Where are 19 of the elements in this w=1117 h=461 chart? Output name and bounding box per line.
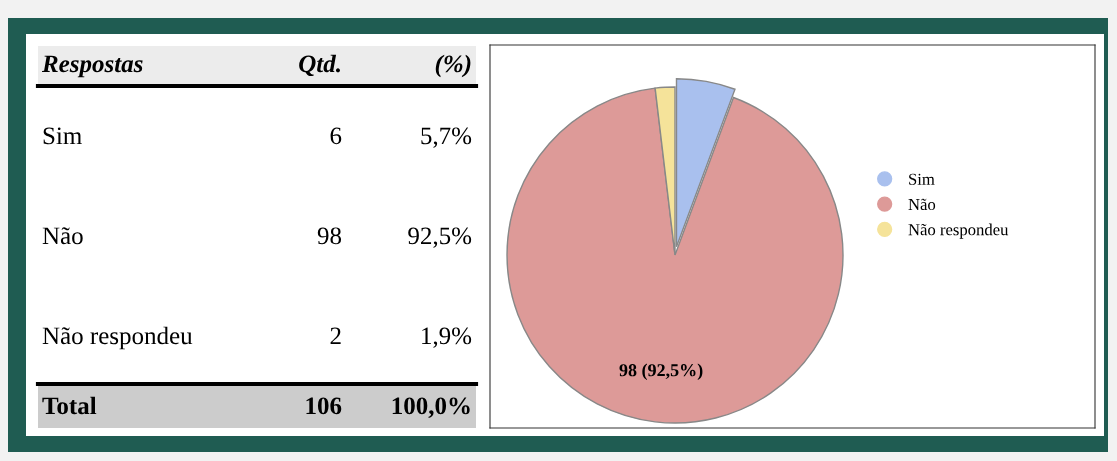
text: 2 xyxy=(330,327,341,345)
text: Total xyxy=(42,396,97,415)
text: Qtd. xyxy=(299,54,340,77)
text: (%) xyxy=(435,54,471,78)
legend-label: Não xyxy=(908,198,936,211)
data-label: 98 (92,5%) xyxy=(619,363,703,380)
category-label: Sim xyxy=(43,127,82,145)
text: 98 xyxy=(317,227,342,245)
text: 1,9% xyxy=(422,327,472,348)
legend-label: Não respondeu xyxy=(908,223,1009,239)
category-label: Não respondeu xyxy=(42,326,193,350)
text: Respostas xyxy=(41,55,143,78)
text: 106 xyxy=(306,397,342,415)
text: 5,7% xyxy=(421,127,472,148)
text: 92,5% xyxy=(408,227,472,248)
legend-label: Sim xyxy=(909,173,935,185)
category-label: Não xyxy=(42,227,83,245)
text: 6 xyxy=(330,127,342,145)
text: 100,0% xyxy=(392,397,470,418)
